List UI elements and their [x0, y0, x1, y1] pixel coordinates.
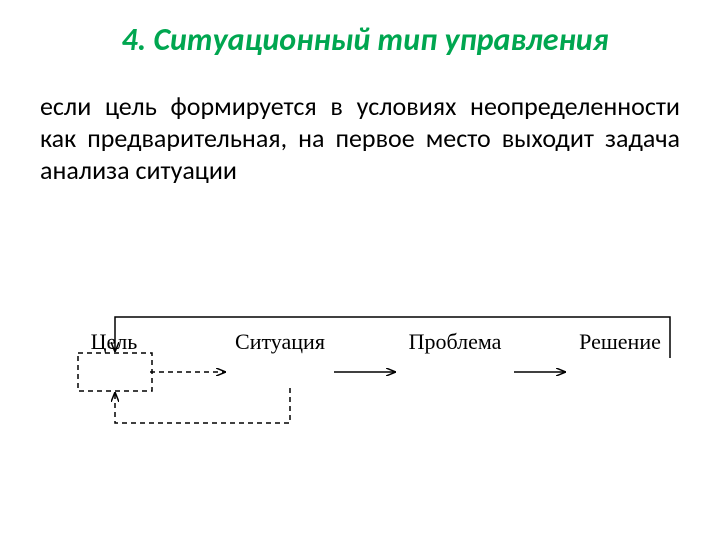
page-title: 4. Ситуационный тип управления — [50, 20, 680, 59]
flow-node-situation: Ситуация — [230, 328, 330, 356]
flow-diagram-labels: Цель Ситуация Проблема Решение — [0, 280, 720, 480]
title-text: 4. Ситуационный тип управления — [121, 20, 608, 59]
paragraph-text: если цель формируется в условиях неопред… — [40, 90, 680, 186]
body-paragraph: если цель формируется в условиях неопред… — [40, 90, 680, 186]
flow-node-problem: Проблема — [400, 328, 510, 356]
flow-node-goal: Цель — [82, 328, 146, 356]
flow-node-solution: Решение — [570, 328, 670, 356]
